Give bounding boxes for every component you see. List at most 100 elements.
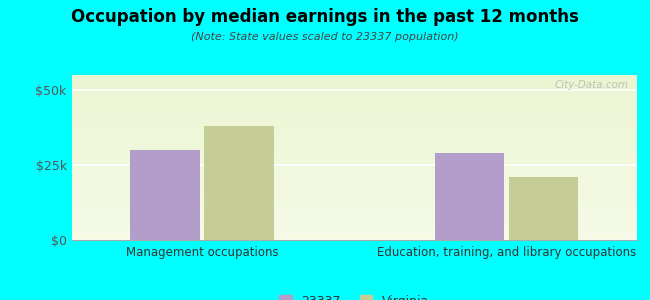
Bar [204,126,274,240]
Bar [72,117,637,118]
Bar [72,147,637,148]
Bar [72,189,637,190]
Bar [72,204,637,205]
Bar [72,233,637,234]
Bar [72,132,637,133]
Bar [72,222,637,223]
Bar [72,81,637,82]
Bar [72,127,637,128]
Bar [72,203,637,204]
Bar [72,89,637,90]
Bar [72,140,637,141]
Bar [72,93,637,94]
Bar [72,166,637,167]
Bar [72,230,637,231]
Bar [72,179,637,180]
Bar [72,171,637,172]
Bar [72,155,637,156]
Bar [72,157,637,158]
Text: Occupation by median earnings in the past 12 months: Occupation by median earnings in the pas… [71,8,579,26]
Bar [72,221,637,222]
Bar [72,130,637,131]
Bar [72,195,637,196]
Bar [72,194,637,195]
Bar [72,136,637,137]
Bar [72,102,637,103]
Bar [72,218,637,219]
Bar [72,151,637,152]
Bar [72,187,637,188]
Bar [72,98,637,99]
Bar [72,210,637,211]
Bar [72,212,637,213]
Bar [72,148,637,149]
Bar [72,198,637,199]
Bar [72,100,637,101]
Bar [72,145,637,146]
Bar [72,82,637,83]
Bar [72,119,637,120]
Bar [72,176,637,177]
Bar [72,238,637,239]
Bar [72,193,637,194]
Bar [72,196,637,197]
Bar [72,122,637,123]
Bar [72,237,637,238]
Bar [72,85,637,86]
Bar [72,231,637,232]
Bar [72,100,637,101]
Bar [72,201,637,202]
Text: City-Data.com: City-Data.com [554,80,629,90]
Bar [72,178,637,179]
Bar [72,226,637,227]
Bar [72,113,637,114]
Bar [72,92,637,93]
Bar [72,154,637,155]
Bar [72,97,637,98]
Bar [72,213,637,214]
Bar [72,160,637,161]
Bar [72,215,637,216]
Bar [72,82,637,83]
Bar [72,156,637,157]
Bar [72,121,637,122]
Bar [72,87,637,88]
Bar [72,115,637,116]
Bar [72,104,637,105]
Bar [72,169,637,170]
Bar [72,142,637,143]
Bar [72,125,637,126]
Bar [72,200,637,201]
Bar [72,131,637,132]
Bar [72,86,637,87]
Bar [72,211,637,212]
Bar [72,239,637,240]
Bar [72,236,637,237]
Bar [72,123,637,124]
Bar [72,202,637,203]
Bar [72,227,637,228]
Bar [72,181,637,182]
Bar [72,134,637,135]
Bar [72,133,637,134]
Bar [72,219,637,220]
Bar [72,235,637,236]
Bar [72,126,637,127]
Bar [72,217,637,218]
Bar [72,105,637,106]
Bar [72,107,637,108]
Bar [72,159,637,160]
Bar [72,106,637,107]
Bar [72,162,637,163]
Bar [72,182,637,183]
Bar [72,206,637,207]
Bar [72,114,637,115]
Bar [72,90,637,91]
Text: (Note: State values scaled to 23337 population): (Note: State values scaled to 23337 popu… [191,32,459,41]
Bar [72,150,637,151]
Bar [72,111,637,112]
Legend: 23337, Virginia: 23337, Virginia [274,290,434,300]
Bar [72,84,637,85]
Bar [72,118,637,119]
Bar [72,225,637,226]
